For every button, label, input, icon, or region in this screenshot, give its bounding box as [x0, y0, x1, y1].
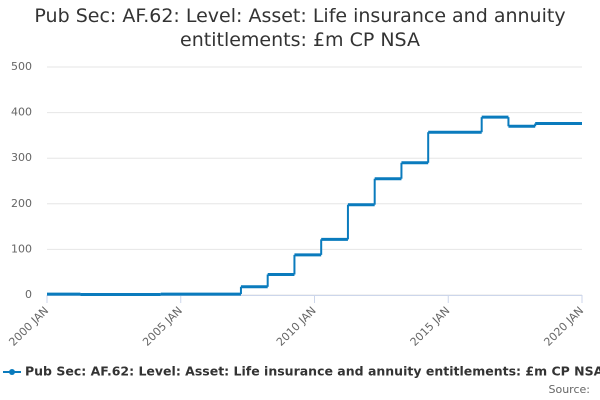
y-tick-label: 100 [11, 242, 32, 255]
legend-label: Pub Sec: AF.62: Level: Asset: Life insur… [25, 364, 600, 379]
x-tick-label: 2000 JAN [6, 304, 51, 349]
x-tick-label: 2020 JAN [541, 304, 586, 349]
x-tick-label: 2005 JAN [140, 304, 185, 349]
source: Source: [549, 383, 591, 396]
y-tick-label: 500 [11, 60, 32, 73]
y-tick-label: 300 [11, 151, 32, 164]
y-tick-label: 0 [25, 288, 32, 301]
x-tick-label: 2015 JAN [408, 304, 453, 349]
y-tick-label: 200 [11, 197, 32, 210]
x-tick-label: 2010 JAN [274, 304, 319, 349]
legend-marker [9, 369, 15, 375]
y-tick-label: 400 [11, 106, 32, 119]
chart-title: Pub Sec: AF.62: Level: Asset: Life insur… [34, 5, 566, 51]
